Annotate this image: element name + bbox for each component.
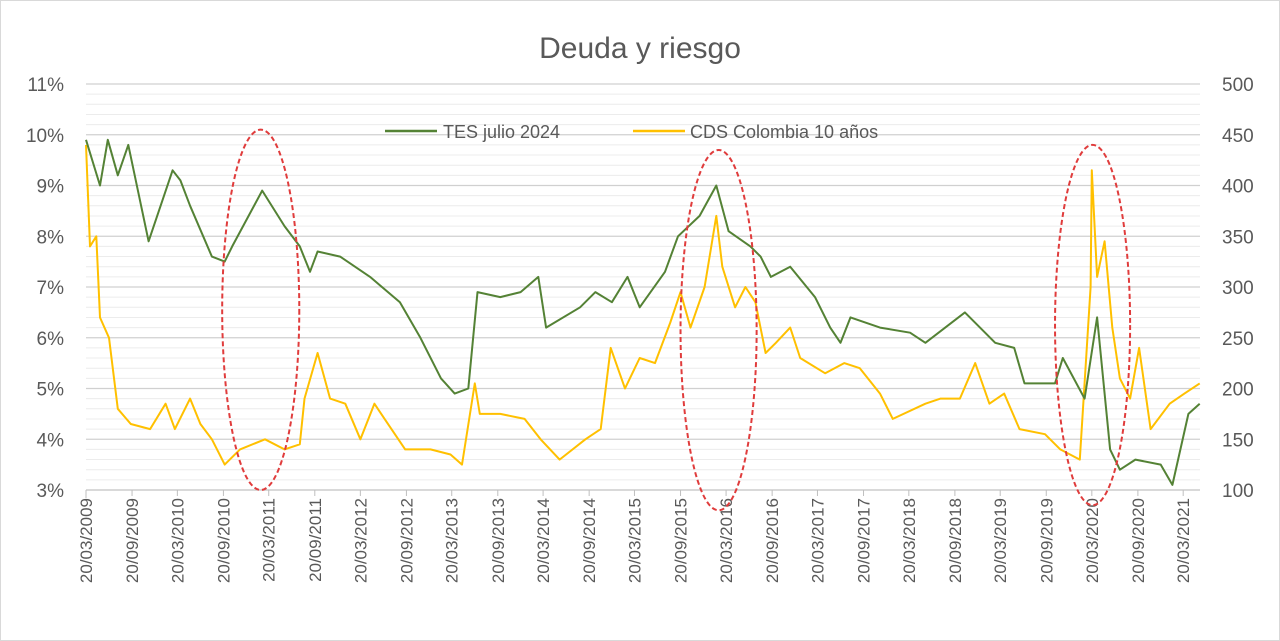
y-tick-label: 4% [37, 430, 65, 451]
x-tick-label: 20/03/2011 [260, 498, 279, 582]
x-tick-label: 20/03/2013 [443, 498, 462, 583]
legend-label-tes: TES julio 2024 [443, 122, 560, 142]
y-tick-label: 7% [37, 278, 65, 299]
x-tick-label: 20/09/2016 [763, 498, 782, 583]
y-tick-label: 5% [37, 380, 65, 401]
chart-title: Deuda y riesgo [539, 32, 741, 65]
x-tick-label: 20/03/2020 [1083, 498, 1102, 583]
x-tick-label: 20/09/2017 [855, 498, 874, 583]
series-lines [85, 138, 1201, 486]
x-axis: 20/03/2009 20/09/2009 20/03/2010 20/09/2010… [77, 490, 1193, 583]
y-tick-label: 10% [26, 126, 64, 147]
x-tick-label: 20/03/2010 [168, 498, 187, 583]
x-tick-label: 20/03/2015 [625, 498, 644, 583]
y2-tick-label: 500 [1222, 75, 1254, 96]
y-tick-label: 9% [37, 177, 65, 198]
y-axis-left: 3% 4% 5% 6% 7% 8% 9% 10% 11% [26, 75, 64, 502]
y-tick-label: 6% [37, 329, 65, 350]
x-tick-label: 20/03/2018 [900, 498, 919, 583]
x-tick-label: 20/09/2013 [489, 498, 508, 583]
series-line-cds [85, 144, 1201, 466]
legend: TES julio 2024 CDS Colombia 10 años [385, 122, 878, 142]
y-axis-right: 100 150 200 250 300 350 400 450 500 [1222, 75, 1254, 502]
x-tick-label: 20/03/2009 [77, 498, 96, 583]
x-tick-label: 20/09/2012 [397, 498, 416, 583]
y-tick-label: 8% [37, 227, 65, 248]
dashed-ellipse-annotation [1054, 143, 1132, 507]
y2-tick-label: 150 [1222, 430, 1254, 451]
y2-tick-label: 400 [1222, 177, 1254, 198]
x-tick-label: 20/03/2017 [808, 498, 827, 583]
dashed-ellipse-annotation [679, 148, 758, 512]
y2-tick-label: 250 [1222, 329, 1254, 350]
x-tick-label: 20/03/2019 [991, 498, 1010, 583]
x-tick-label: 20/09/2009 [123, 498, 142, 583]
series-line-tes [85, 138, 1201, 486]
x-tick-label: 20/09/2018 [946, 498, 965, 583]
dashed-ellipse-annotation [221, 128, 301, 491]
x-tick-label: 20/09/2020 [1129, 498, 1148, 583]
x-tick-label: 20/09/2015 [672, 498, 691, 583]
y-tick-label: 11% [27, 75, 64, 96]
x-tick-label: 20/03/2014 [534, 498, 553, 583]
x-tick-label: 20/09/2014 [580, 498, 599, 583]
x-tick-label: 20/09/2011 [306, 498, 325, 582]
x-tick-label: 20/03/2016 [717, 498, 736, 583]
x-tick-label: 20/03/2021 [1174, 498, 1193, 583]
y2-tick-label: 450 [1222, 126, 1254, 147]
legend-label-cds: CDS Colombia 10 años [690, 122, 878, 142]
y2-tick-label: 200 [1222, 380, 1254, 401]
gridlines [85, 83, 1200, 498]
x-tick-label: 20/03/2012 [351, 498, 370, 583]
y-tick-label: 3% [37, 481, 65, 502]
x-tick-label: 20/09/2019 [1037, 498, 1056, 583]
y2-tick-label: 350 [1222, 227, 1254, 248]
annotations [221, 128, 1132, 512]
y2-tick-label: 100 [1222, 481, 1254, 502]
x-tick-label: 20/09/2010 [214, 498, 233, 583]
y2-tick-label: 300 [1222, 278, 1254, 299]
